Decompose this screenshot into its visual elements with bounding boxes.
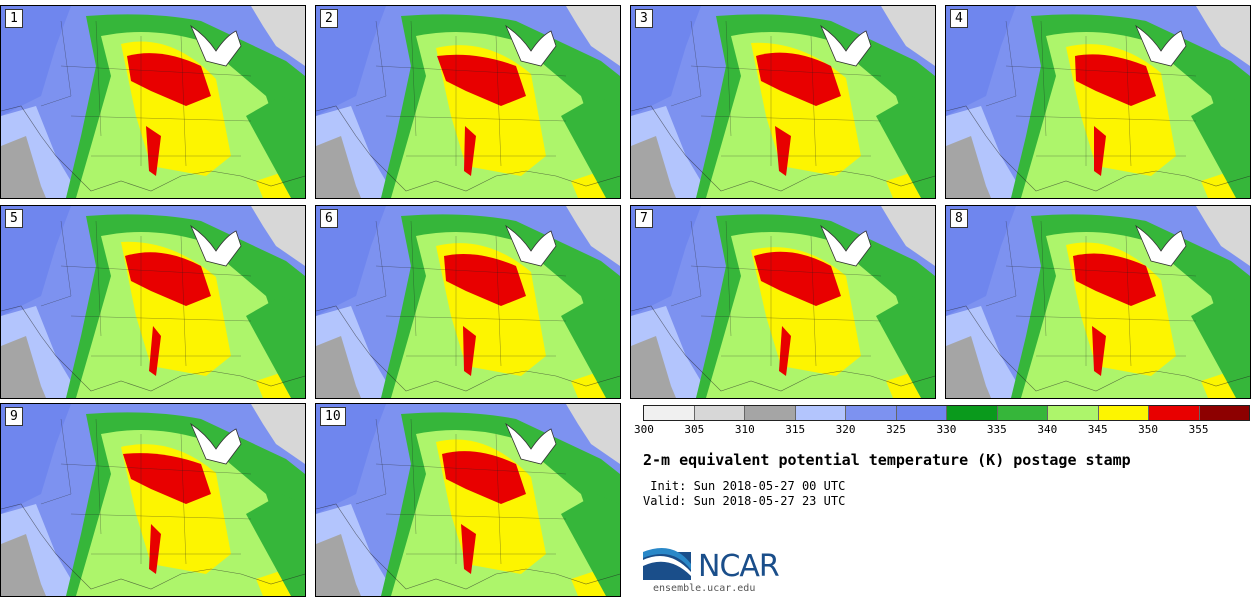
colorbar-segment [795, 406, 846, 420]
colorbar-tick-label: 325 [886, 423, 906, 436]
member-number-label: 1 [5, 9, 23, 28]
map-panel: 4 [945, 5, 1251, 199]
member-number-label: 7 [635, 209, 653, 228]
member-number-label: 8 [950, 209, 968, 228]
colorbar-tick-label: 355 [1188, 423, 1209, 436]
init-time: Init: Sun 2018-05-27 00 UTC [643, 479, 846, 493]
colorbar-labels: 300 305 310 315 320 325 330 335 340 345 350 355 [633, 423, 1260, 437]
map-image [316, 404, 620, 596]
colorbar-segment [1149, 406, 1200, 420]
colorbar-segment [1098, 406, 1149, 420]
colorbar-tick-label: 340 [1037, 423, 1058, 436]
map-image [1, 206, 305, 398]
map-panel: 1 [0, 5, 306, 199]
map-image [946, 6, 1250, 198]
colorbar-segment [896, 406, 947, 420]
map-panel: 9 [0, 403, 306, 597]
member-number-label: 6 [320, 209, 338, 228]
colorbar-tick-label: 320 [835, 423, 856, 436]
colorbar-tick-label: 330 [936, 423, 957, 436]
valid-time: Valid: Sun 2018-05-27 23 UTC [643, 494, 846, 508]
colorbar-tick-label: 345 [1087, 423, 1108, 436]
map-panel: 3 [630, 5, 936, 199]
colorbar-segment [1199, 406, 1249, 420]
colorbar-segment [644, 406, 695, 420]
colorbar-tick-label: 335 [986, 423, 1007, 436]
map-image [316, 206, 620, 398]
map-panel: 5 [0, 205, 306, 399]
source-url: ensemble.ucar.edu [653, 583, 756, 594]
map-image [1, 6, 305, 198]
map-panel: 2 [315, 5, 621, 199]
map-panel: 10 [315, 403, 621, 597]
map-image [316, 6, 620, 198]
colorbar [643, 405, 1250, 421]
map-image [946, 206, 1250, 398]
member-number-label: 9 [5, 407, 23, 426]
colorbar-segment [1048, 406, 1099, 420]
map-panel: 7 [630, 205, 936, 399]
ncar-logo-icon [643, 548, 691, 580]
member-number-label: 3 [635, 9, 653, 28]
colorbar-segment [694, 406, 745, 420]
colorbar-segment [745, 406, 796, 420]
member-number-label: 2 [320, 9, 338, 28]
figure-title: 2-m equivalent potential temperature (K)… [643, 451, 1131, 469]
colorbar-tick-label: 350 [1138, 423, 1159, 436]
member-number-label: 5 [5, 209, 23, 228]
colorbar-tick-label: 300 [634, 423, 654, 436]
member-number-label: 10 [320, 407, 346, 426]
ncar-logo-text: NCAR [698, 549, 780, 584]
map-image [631, 6, 935, 198]
map-image [1, 404, 305, 596]
colorbar-tick-label: 310 [734, 423, 755, 436]
map-panel: 8 [945, 205, 1251, 399]
member-number-label: 4 [950, 9, 968, 28]
colorbar-tick-label: 315 [785, 423, 806, 436]
colorbar-segment [997, 406, 1048, 420]
colorbar-tick-label: 305 [684, 423, 705, 436]
colorbar-segment [846, 406, 897, 420]
map-image [631, 206, 935, 398]
colorbar-segment [947, 406, 998, 420]
map-panel: 6 [315, 205, 621, 399]
